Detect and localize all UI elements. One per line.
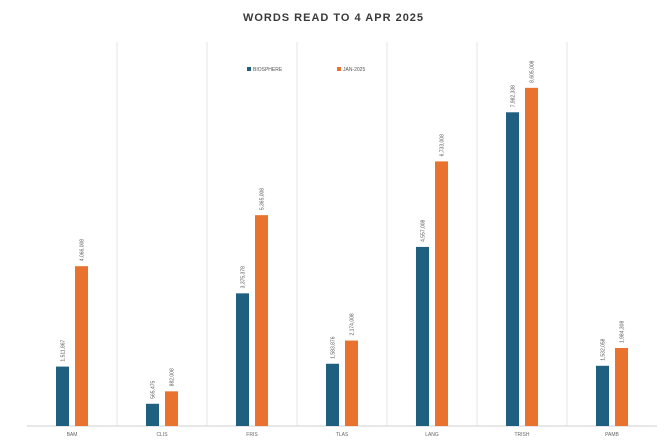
bar-jan-2025-clis	[165, 391, 178, 426]
bar-value-label: 5,365,008	[260, 188, 266, 210]
bar-biosphere-bam	[56, 366, 69, 426]
bar-value-label: 6,733,008	[440, 134, 446, 156]
bar-value-label: 1,984,308	[620, 321, 626, 343]
bar-biosphere-clis	[146, 403, 159, 426]
bar-value-label: 565,475	[151, 380, 157, 398]
bar-value-label: 4,557,008	[421, 219, 427, 241]
x-tick-label: CLIS	[156, 432, 168, 438]
bar-value-label: 1,583,876	[331, 336, 337, 358]
x-tick-label: TLAS	[336, 432, 349, 438]
bar-value-label: 3,375,378	[241, 266, 247, 288]
bar-jan-2025-fris	[255, 215, 268, 426]
bar-value-label: 4,066,008	[80, 239, 86, 261]
bar-value-label: 7,982,338	[511, 85, 517, 107]
x-tick-label: FRIS	[246, 432, 258, 438]
legend-label: JAN-2025	[343, 67, 365, 73]
bar-jan-2025-bam	[75, 266, 88, 426]
bar-biosphere-trish	[506, 112, 519, 426]
x-tick-label: TRISH	[515, 432, 530, 438]
legend-label: BIOSPHERE	[253, 67, 283, 73]
x-tick-label: LANG	[425, 432, 439, 438]
bar-biosphere-pamb	[596, 365, 609, 426]
bar-value-label: 1,511,867	[61, 339, 67, 361]
bar-biosphere-tlas	[326, 363, 339, 426]
bar-biosphere-lang	[416, 246, 429, 426]
chart-title: WORDS READ TO 4 APR 2025	[242, 12, 425, 24]
bar-jan-2025-lang	[435, 161, 448, 426]
bar-value-label: 2,174,008	[350, 313, 356, 335]
x-tick-label: BAM	[67, 432, 78, 438]
bar-jan-2025-trish	[525, 87, 538, 427]
bar-value-label: 882,008	[170, 368, 176, 386]
bar-value-label: 1,532,058	[601, 338, 607, 360]
bar-value-label: 8,605,008	[530, 60, 536, 82]
x-tick-label: PAMB	[605, 432, 619, 438]
legend-swatch	[247, 67, 251, 71]
bar-jan-2025-tlas	[345, 340, 358, 426]
legend-swatch	[337, 67, 341, 71]
bar-biosphere-fris	[236, 293, 249, 426]
bar-jan-2025-pamb	[615, 348, 628, 426]
